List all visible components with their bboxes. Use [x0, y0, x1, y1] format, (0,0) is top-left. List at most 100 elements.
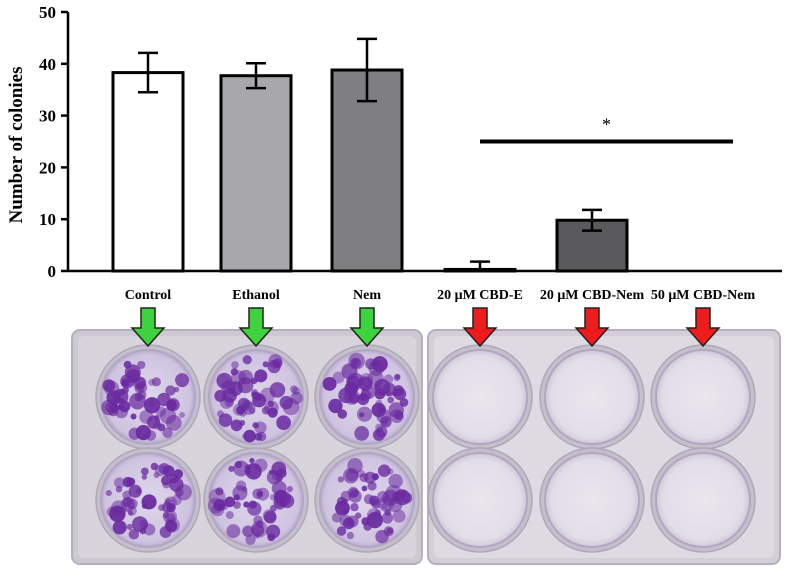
colony	[348, 392, 360, 404]
bar	[111, 71, 185, 273]
colony	[105, 489, 112, 497]
colony	[337, 409, 347, 419]
y-tick-label: 10	[39, 210, 56, 229]
colony	[254, 369, 268, 383]
y-axis-label: Number of colonies	[6, 67, 27, 224]
error-bar	[582, 208, 602, 232]
bar	[330, 68, 404, 273]
colony	[269, 382, 286, 398]
colony	[262, 361, 269, 368]
colony	[361, 485, 368, 492]
y-tick-label: 20	[39, 158, 56, 177]
colony	[226, 524, 241, 539]
colony	[165, 385, 176, 396]
colony	[162, 465, 175, 477]
colony	[165, 414, 182, 431]
x-tick-label: Nem	[353, 288, 381, 303]
colony	[399, 398, 409, 407]
colony	[243, 429, 257, 443]
colony	[228, 465, 235, 472]
well-with-colonies	[95, 447, 201, 553]
colony	[248, 500, 257, 509]
x-tick-label: Control	[125, 288, 172, 303]
colony	[243, 501, 250, 508]
colony	[272, 358, 283, 369]
colony	[387, 396, 395, 404]
colony	[256, 520, 264, 528]
colony	[173, 386, 180, 393]
colony	[368, 360, 385, 376]
well-with-colonies	[203, 447, 309, 553]
colony	[162, 427, 173, 438]
colony	[361, 517, 370, 526]
colony	[387, 468, 394, 475]
colony	[109, 507, 125, 522]
colony	[290, 385, 298, 394]
colony	[292, 387, 301, 396]
colony	[350, 502, 359, 512]
colony	[282, 398, 300, 416]
colony	[276, 474, 283, 482]
colony	[140, 467, 149, 476]
x-tick-label: Ethanol	[232, 288, 280, 303]
colony	[388, 473, 403, 489]
significance-star: *	[602, 115, 611, 135]
red-arrow-icon	[685, 307, 721, 348]
colony	[381, 512, 393, 524]
colony	[286, 485, 293, 493]
colony	[249, 457, 255, 464]
colony	[393, 387, 407, 401]
colony	[350, 384, 359, 393]
colony	[359, 373, 374, 387]
colony	[371, 499, 381, 509]
colony	[363, 494, 374, 505]
well-empty	[650, 447, 756, 553]
y-tick-label: 0	[48, 262, 57, 281]
colony	[271, 461, 287, 477]
colony	[160, 475, 171, 486]
green-arrow-icon	[238, 307, 274, 348]
well-with-colonies	[314, 447, 420, 553]
colony	[116, 508, 123, 514]
x-tick-label: 20 μM CBD-E	[437, 288, 523, 303]
colony	[154, 415, 160, 421]
colony	[237, 397, 250, 410]
arrows	[130, 307, 721, 348]
y-ticks: 0 10 20 30 40 50	[39, 3, 68, 281]
colony	[112, 388, 129, 405]
colony	[382, 382, 397, 397]
y-tick-label: 50	[39, 3, 56, 22]
colony	[129, 392, 146, 410]
colony	[372, 428, 386, 441]
colony	[131, 516, 148, 533]
colony	[128, 510, 134, 516]
colony	[348, 489, 362, 503]
colony	[150, 462, 159, 471]
colony	[137, 360, 146, 370]
colony	[401, 492, 413, 504]
x-tick-labels: Control Ethanol Nem 20 μM CBD-E 20 μM CBD-Ne…	[125, 288, 756, 303]
colony	[274, 490, 291, 507]
colony	[260, 387, 276, 403]
colony	[114, 477, 125, 489]
bar	[219, 74, 293, 273]
plate-photo	[71, 307, 781, 565]
colony	[231, 361, 239, 369]
colony	[361, 384, 376, 400]
colony	[347, 458, 363, 474]
green-arrow-icon	[349, 307, 385, 348]
colony	[328, 398, 343, 414]
colony	[159, 526, 172, 538]
colony	[237, 377, 254, 394]
colony	[337, 476, 345, 483]
colony	[363, 471, 377, 484]
well-empty	[650, 344, 756, 450]
colony	[331, 512, 342, 523]
colony	[378, 406, 385, 413]
colony	[375, 529, 389, 544]
colony	[351, 358, 359, 366]
error-bar	[357, 37, 377, 103]
colony	[339, 514, 352, 527]
colony	[245, 534, 256, 545]
